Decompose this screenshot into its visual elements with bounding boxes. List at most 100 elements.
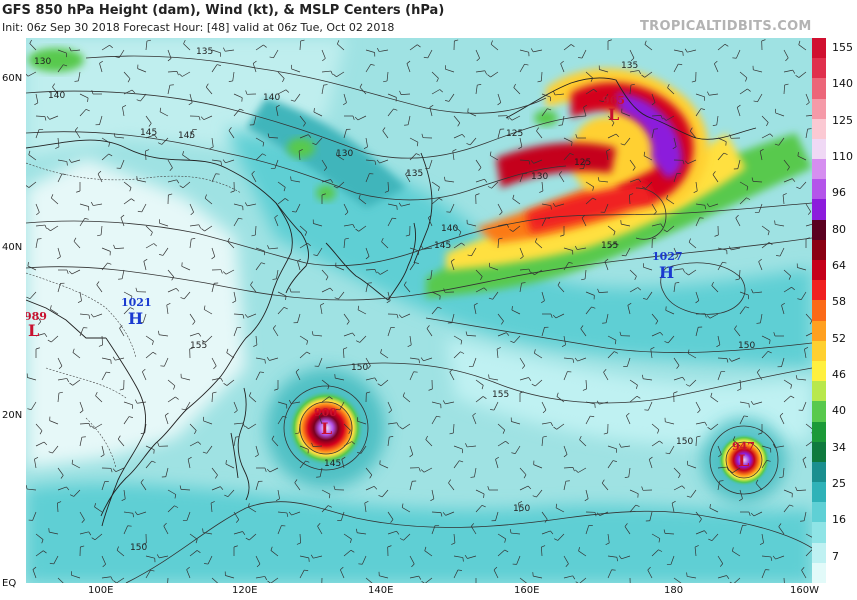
wind-barb	[431, 489, 435, 499]
wind-barb	[757, 93, 763, 102]
wind-barb	[585, 181, 594, 188]
wind-barb-flag	[641, 186, 646, 189]
wind-barb-flag	[785, 57, 789, 62]
wind-barb	[233, 327, 238, 337]
wind-barb	[695, 511, 702, 520]
wind-barb	[585, 306, 592, 315]
wind-barb	[664, 533, 675, 535]
wind-barb	[343, 348, 345, 359]
wind-barb	[167, 269, 175, 278]
wind-barb	[557, 533, 565, 541]
wind-barb-flag	[565, 563, 569, 568]
wind-barb-flag	[26, 296, 31, 300]
wind-barb-flag	[197, 441, 202, 445]
wind-barb-flag	[351, 441, 356, 445]
wind-barb-flag	[200, 116, 205, 120]
wind-barb	[626, 357, 631, 367]
wind-barb-flag	[253, 60, 257, 64]
wind-barb	[605, 313, 609, 323]
wind-barb	[753, 69, 763, 73]
wind-barb-flag	[232, 300, 237, 304]
wind-barb	[123, 525, 128, 535]
wind-barb	[798, 71, 807, 78]
lat-label-20n: 20N	[2, 410, 23, 421]
wind-barb-flag	[770, 556, 773, 561]
wind-barb	[97, 173, 103, 183]
contour-label: 150	[351, 363, 368, 373]
wind-barb	[167, 85, 171, 95]
wind-barb-flag	[416, 142, 419, 147]
wind-barb-flag	[528, 377, 532, 382]
wind-barb	[761, 460, 768, 469]
wind-barb	[717, 247, 727, 251]
wind-barb-flag	[732, 436, 736, 441]
wind-barb-flag	[90, 313, 94, 318]
wind-barb	[337, 43, 345, 51]
wind-barb-flag	[523, 474, 527, 479]
wind-barb	[651, 115, 662, 117]
wind-barb	[425, 577, 433, 583]
wind-barb	[365, 247, 370, 257]
wind-barb-flag	[254, 454, 259, 458]
wind-barb-flag	[612, 460, 617, 462]
wind-barb	[607, 533, 610, 543]
wind-barb-flag	[697, 409, 701, 414]
wind-barb-flag	[129, 187, 132, 192]
wind-barb	[362, 555, 367, 565]
wind-barb-flag	[248, 503, 250, 508]
wind-barb-flag	[234, 410, 238, 414]
wind-barb-flag	[773, 332, 776, 337]
wind-barb-flag	[737, 388, 742, 391]
wind-barb	[475, 159, 482, 168]
wind-barb	[182, 71, 191, 77]
wind-barb	[621, 445, 631, 448]
colorbar-label: 58	[832, 295, 846, 309]
wind-barb	[205, 86, 213, 95]
wind-barb-flag	[789, 504, 794, 507]
wind-barb-flag	[225, 460, 227, 465]
wind-barb	[35, 441, 45, 447]
wind-barb-flag	[121, 498, 126, 501]
wind-barb	[255, 371, 261, 381]
wind-barb-flag	[66, 486, 70, 491]
wind-barb-flag	[196, 550, 201, 553]
wind-barb	[519, 159, 530, 161]
wind-barb-flag	[130, 307, 135, 310]
wind-barb-flag	[521, 365, 526, 369]
wind-barb	[710, 396, 719, 403]
wind-barb	[775, 555, 785, 560]
wind-barb	[423, 247, 433, 250]
wind-barb-flag	[686, 495, 691, 498]
wind-barb-flag	[387, 545, 392, 548]
wind-barb-flag	[655, 320, 659, 325]
wind-barb-flag	[373, 486, 378, 490]
wind-barb-flag	[367, 365, 371, 370]
wind-barb-flag	[173, 385, 176, 390]
wind-barb-flag	[758, 432, 763, 435]
wind-barb	[343, 313, 350, 322]
wind-barb	[585, 401, 595, 405]
wind-barb	[167, 179, 177, 183]
wind-barb	[255, 247, 265, 252]
wind-barb	[299, 351, 307, 359]
wind-barb-flag	[174, 494, 177, 499]
wind-barb	[717, 445, 722, 455]
wind-barb-flag	[651, 102, 656, 106]
wind-barb-flag	[607, 39, 612, 42]
wind-barb	[252, 63, 257, 73]
wind-barb-flag	[329, 287, 334, 292]
wind-barb	[800, 291, 807, 300]
colorbar-label: 96	[832, 186, 846, 200]
wind-barb-flag	[285, 89, 290, 93]
wind-barb	[180, 489, 191, 491]
contour-label: 130	[34, 57, 51, 67]
wind-barb	[736, 49, 741, 59]
wind-barb	[563, 371, 568, 381]
wind-barb	[783, 489, 793, 494]
wind-barb	[445, 511, 455, 516]
wind-barb-flag	[69, 494, 74, 497]
wind-barb-flag	[761, 39, 766, 42]
wind-barb	[57, 357, 63, 367]
wind-barb-flag	[528, 268, 531, 273]
wind-barb	[644, 71, 653, 78]
